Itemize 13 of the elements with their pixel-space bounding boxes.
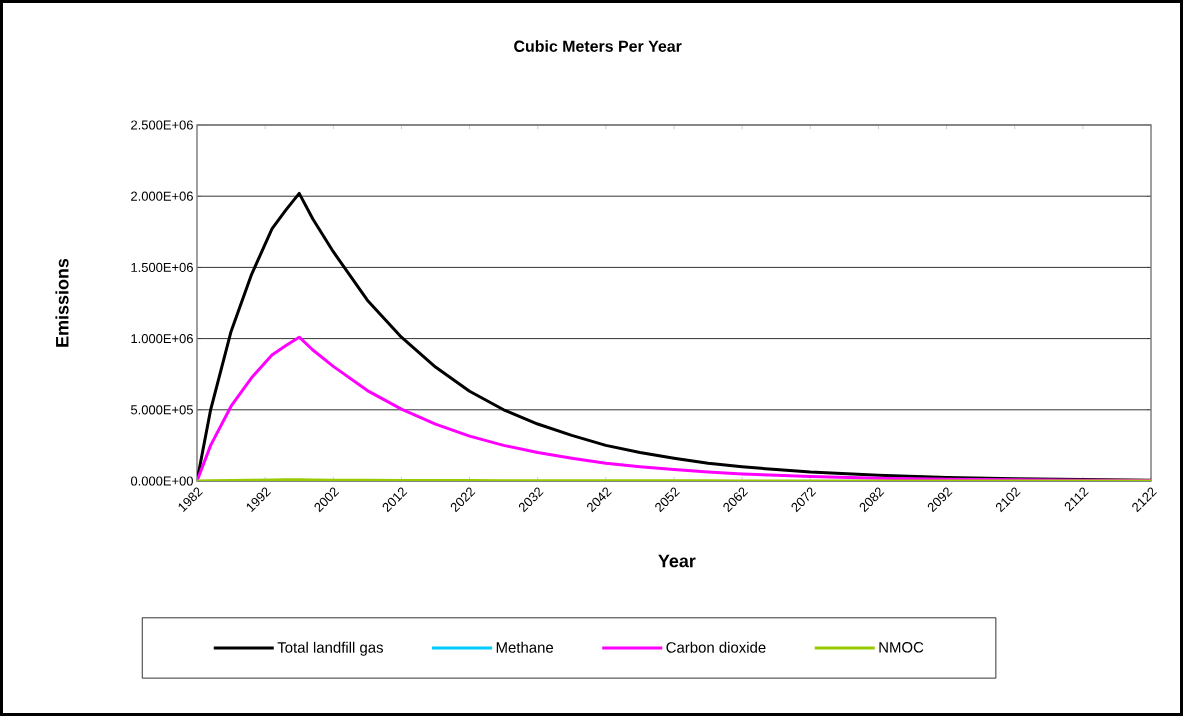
y-axis-title: Emissions [55, 258, 69, 347]
x-axis-title: Year [658, 554, 696, 568]
legend-label: Methane [496, 641, 554, 653]
y-tick-label: 2.000E+06 [131, 191, 193, 201]
y-tick-label: 1.500E+06 [131, 262, 193, 272]
legend-label: NMOC [879, 642, 924, 653]
y-tick-label: 5.000E+05 [130, 405, 193, 415]
chart-title: Cubic Meters Per Year [514, 40, 682, 52]
legend-label: Carbon dioxide [666, 641, 766, 653]
legend-label: Total landfill gas [277, 641, 383, 656]
y-tick-label: 0.000E+00 [130, 476, 193, 486]
y-tick-label: 1.000E+06 [131, 334, 193, 344]
y-tick-label: 2.500E+06 [131, 120, 193, 130]
